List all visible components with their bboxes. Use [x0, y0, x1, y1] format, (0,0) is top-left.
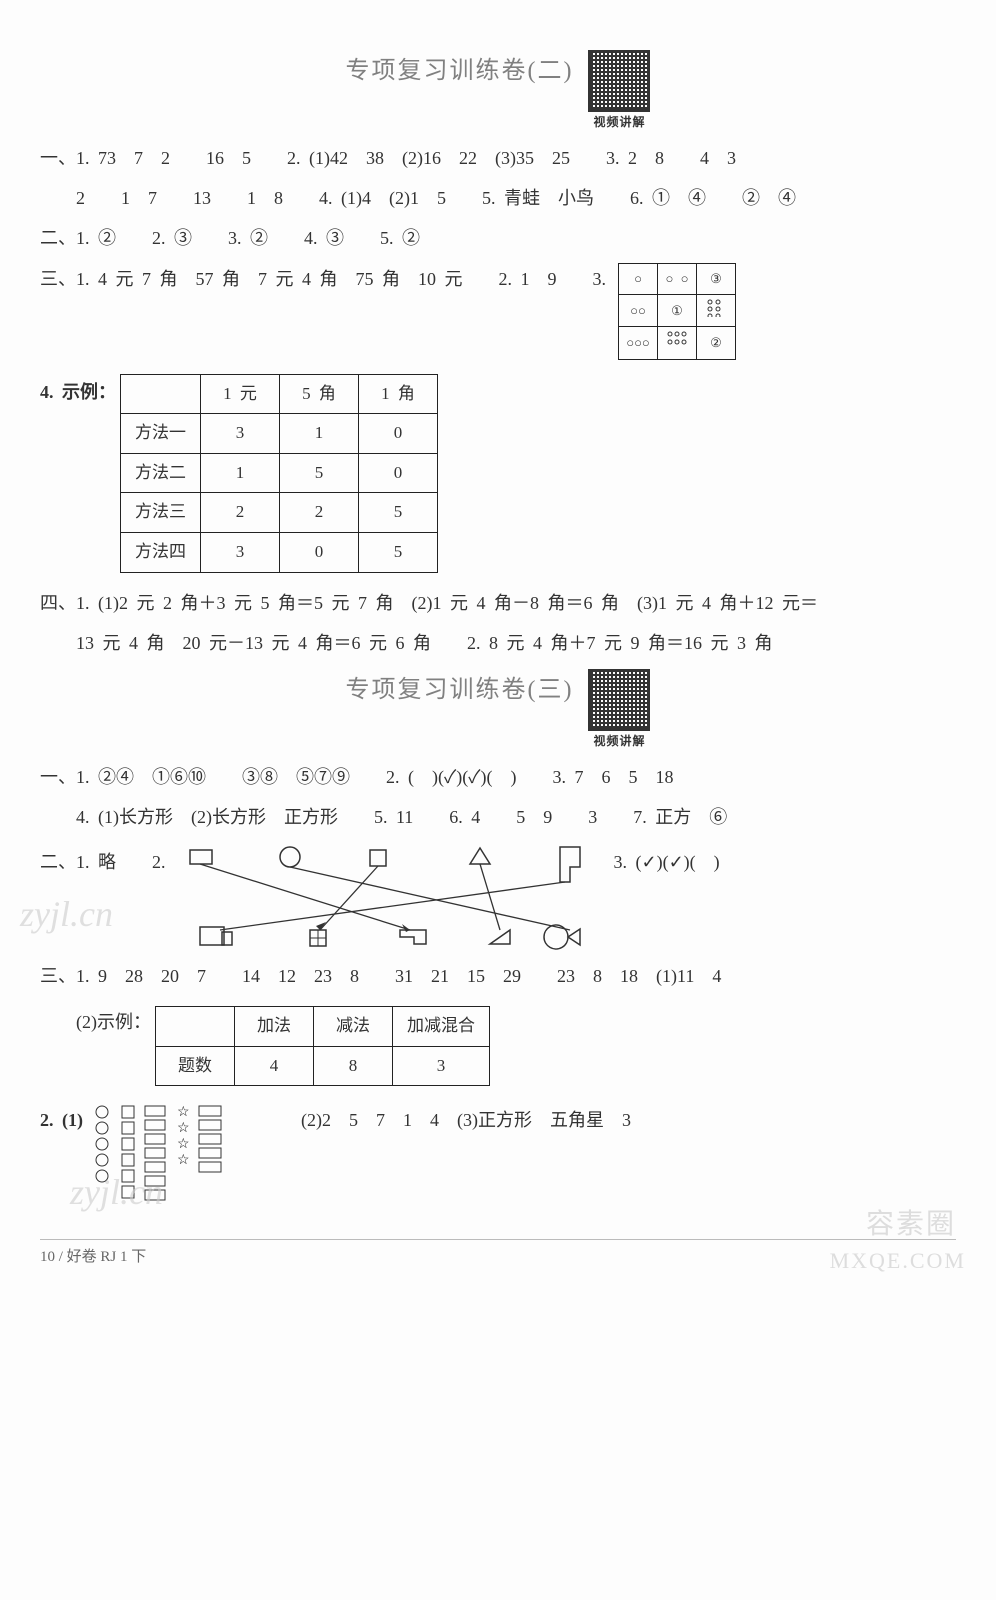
grid-3x3: ○ ○ ○ ③ ○○ ① ○○○ ② — [618, 263, 736, 360]
s2-line3-text: 三、1. 4 元 7 角 57 角 7 元 4 角 75 角 10 元 2. 1… — [40, 263, 606, 295]
s2-line3: 三、1. 4 元 7 角 57 角 7 元 4 角 75 角 10 元 2. 1… — [40, 263, 956, 360]
h0 — [121, 374, 201, 414]
title-text-3: 专项复习训练卷(三) — [346, 669, 574, 712]
s2-line4b: 13 元 4 角 20 元－13 元 4 角＝6 元 6 角 2. 8 元 4 … — [76, 627, 956, 659]
g-r3c1: ○○○ — [619, 327, 658, 359]
s2-line2: 二、1. ② 2. ③ 3. ② 4. ③ 5. ② — [40, 222, 956, 254]
g-r1c1: ○ — [619, 263, 658, 294]
qr-caption-3: 视频讲解 — [593, 731, 645, 753]
s3-line3a: 三、1. 9 28 20 7 14 12 23 8 31 21 15 29 23… — [40, 960, 956, 992]
title-text-2: 专项复习训练卷(二) — [346, 50, 574, 93]
qr-block-2: 视频讲解 — [588, 50, 650, 134]
table-row: 加法 减法 加减混合 — [156, 1007, 490, 1047]
svg-text:☆: ☆ — [177, 1153, 190, 1168]
s3-line1a: 一、1. ②④ ①⑥⑩ ③⑧ ⑤⑦⑨ 2. ( )(✓)(✓)( ) 3. 7 … — [40, 761, 956, 793]
svg-text:☆: ☆ — [177, 1105, 190, 1120]
section-title-2: 专项复习训练卷(二) 视频讲解 — [40, 50, 956, 134]
h2: 5 角 — [280, 374, 359, 414]
table-row: 方法四305 — [121, 532, 438, 572]
table-row: 1 元 5 角 1 角 — [121, 374, 438, 414]
g-r2c3 — [697, 294, 736, 326]
table-q4: 1 元 5 角 1 角 方法一310 方法二150 方法三225 方法四305 — [120, 374, 438, 573]
qr-block-3: 视频讲解 — [588, 669, 650, 753]
s3-line2-post: 3. (✓)(✓)( ) — [614, 842, 720, 878]
qr-code-icon — [588, 50, 650, 112]
s3-line3b-label: (2)示例： — [76, 1000, 151, 1038]
table-row: 方法三225 — [121, 493, 438, 533]
qr-code-icon — [588, 669, 650, 731]
table-row: 方法一310 — [121, 414, 438, 454]
g-r3c2 — [658, 327, 697, 359]
s3-line3c-post: (2)2 5 7 1 4 (3)正方形 五角星 3 — [301, 1100, 631, 1136]
svg-text:☆: ☆ — [177, 1121, 190, 1136]
dots-icon — [704, 297, 728, 317]
shapes-diagram: ☆☆☆☆ — [87, 1100, 287, 1220]
s2-line1a: 一、1. 73 7 2 16 5 2. (1)42 38 (2)16 22 (3… — [40, 142, 956, 174]
page-footer: 10 / 好卷 RJ 1 下 — [40, 1239, 956, 1271]
g-r2c2: ① — [658, 294, 697, 326]
q4-label: 4. 示例： — [40, 368, 116, 408]
section-title-3: 专项复习训练卷(三) 视频讲解 — [40, 669, 956, 753]
g-r3c3: ② — [697, 327, 736, 359]
h1: 1 元 — [201, 374, 280, 414]
watermark-1: zyjl.cn — [20, 882, 113, 947]
s3-q2-label: 2. (1) — [40, 1100, 83, 1136]
s3-line3c: 2. (1) ☆☆☆☆ (2)2 5 7 1 4 (3)正方形 五角星 3 zy… — [40, 1100, 956, 1220]
g-r1c3: ③ — [697, 263, 736, 294]
table-row: 方法二150 — [121, 453, 438, 493]
s2-line4: 四、1. (1)2 元 2 角＋3 元 5 角＝5 元 7 角 (2)1 元 4… — [40, 587, 956, 619]
g-r1c2: ○ ○ — [658, 263, 697, 294]
qr-caption-2: 视频讲解 — [593, 112, 645, 134]
matching-diagram — [170, 842, 590, 952]
s3-line2: 二、1. 略 2. 3. — [40, 842, 956, 952]
table-mix: 加法 减法 加减混合 题数 4 8 3 — [155, 1006, 490, 1086]
s2-q4: 4. 示例： 1 元 5 角 1 角 方法一310 方法二150 方法三225 … — [40, 368, 956, 579]
s2-line1b: 2 1 7 13 1 8 4. (1)4 (2)1 5 5. 青蛙 小鸟 6. … — [76, 182, 956, 214]
h3: 1 角 — [359, 374, 438, 414]
s3-line1b: 4. (1)长方形 (2)长方形 正方形 5. 11 6. 4 5 9 3 7.… — [76, 801, 956, 833]
g-r2c1: ○○ — [619, 294, 658, 326]
watermark-brand: 容素圈 — [866, 1200, 956, 1250]
table-row: 题数 4 8 3 — [156, 1046, 490, 1086]
dots6-icon — [665, 329, 689, 349]
s3-line2-pre: 二、1. 略 2. — [40, 842, 166, 878]
svg-text:☆: ☆ — [177, 1137, 190, 1152]
s3-line3b: (2)示例： 加法 减法 加减混合 题数 4 8 3 — [76, 1000, 956, 1092]
